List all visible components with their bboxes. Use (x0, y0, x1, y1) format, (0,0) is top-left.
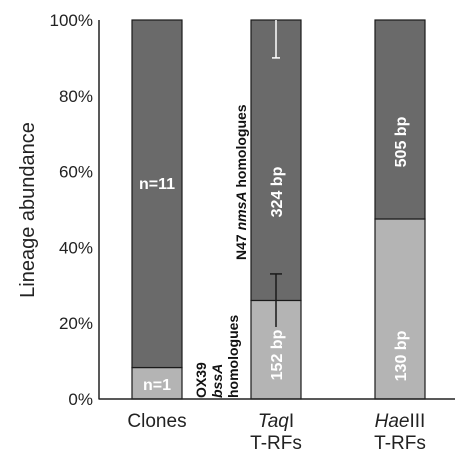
x-category-label: Clones (127, 411, 186, 432)
ox39-label: OX39 bssA homologues (193, 315, 241, 398)
y-tick-label: 60% (59, 163, 93, 182)
y-tick-label: 80% (59, 87, 93, 106)
ox39-annotation: OX39 bssA homologues (193, 315, 241, 398)
bar-label-upper: 505 bp (393, 116, 410, 167)
x-category-label: T-RFs (250, 433, 302, 454)
y-tick-labels: 0% 20% 40% 60% 80% 100% (50, 11, 93, 409)
error-bars (270, 20, 282, 327)
bar-segment-ox39 (131, 366, 183, 400)
x-category-label: T-RFs (374, 433, 426, 454)
y-tick-label: 40% (59, 238, 93, 257)
bar-label-lower: 130 bp (393, 330, 410, 381)
bars (131, 19, 426, 400)
bar-label-lower: n=1 (143, 377, 171, 394)
bar-labels: n=1 n=11 152 bp 324 bp 130 bp 505 bp (139, 116, 410, 394)
bar-segment-n47 (131, 19, 183, 369)
bar-segment-n47 (374, 19, 426, 220)
y-tick-label: 20% (59, 314, 93, 333)
n47-label: N47 nmsA homologues (233, 104, 249, 260)
y-tick-label: 0% (68, 390, 93, 409)
x-category-label: TaqI (258, 411, 294, 432)
n47-annotation: N47 nmsA homologues (233, 104, 249, 260)
x-category-label: HaeIII (375, 411, 426, 432)
y-tick-label: 100% (50, 11, 93, 30)
bar-segment-n47 (250, 19, 302, 302)
bar-label-upper: n=11 (139, 176, 175, 193)
bar-label-upper: 324 bp (269, 166, 286, 217)
bar-label-lower: 152 bp (269, 329, 286, 380)
y-axis-label: Lineage abundance (17, 122, 39, 298)
